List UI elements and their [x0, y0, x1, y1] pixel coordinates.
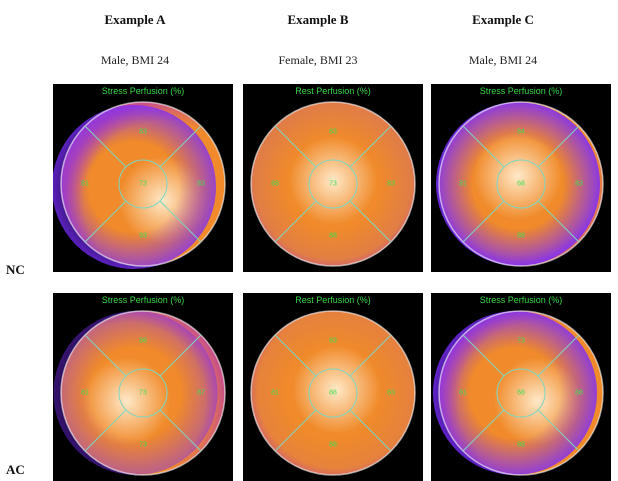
- segment-divider: [349, 125, 392, 168]
- polar-map-graphic: [433, 310, 604, 476]
- panel-title: Stress Perfusion (%): [101, 86, 185, 96]
- segment-label-left: 81: [459, 389, 467, 397]
- disc-outline: [438, 310, 604, 476]
- segment-divider: [462, 409, 505, 452]
- polar-map-nc-b: Rest Perfusion (%) 83 88 88 83 73: [243, 84, 423, 272]
- segment-label-top: 88: [139, 337, 147, 345]
- segment-label-center: 68: [517, 389, 525, 397]
- segment-label-right: 83: [387, 180, 395, 188]
- segment-divider: [159, 200, 202, 243]
- segment-divider: [462, 334, 505, 377]
- segment-divider: [349, 409, 392, 452]
- column-subtitle-c: Male, BMI 24: [468, 53, 538, 67]
- segment-label-left: 81: [459, 180, 467, 188]
- polar-map-ac-c: Stress Perfusion (%) 73 88 81 88 68: [431, 293, 611, 481]
- segment-label-left: 81: [81, 180, 89, 188]
- panel-title: Rest Perfusion (%): [295, 295, 371, 305]
- column-subtitle-a: Male, BMI 24: [100, 53, 170, 67]
- segment-divider: [84, 409, 127, 452]
- polar-map-graphic: [53, 310, 226, 476]
- segment-label-bottom: 88: [517, 441, 525, 449]
- segment-divider: [462, 125, 505, 168]
- segment-label-center: 73: [139, 389, 147, 397]
- segment-divider: [274, 409, 317, 452]
- polar-map-graphic: [53, 101, 226, 269]
- segment-label-left: 81: [81, 389, 89, 397]
- cold-rim: [436, 102, 600, 266]
- segment-label-bottom: 73: [139, 441, 147, 449]
- segment-divider: [349, 200, 392, 243]
- cold-rim: [53, 105, 216, 269]
- segment-label-bottom: 88: [329, 232, 337, 240]
- panel-title: Stress Perfusion (%): [479, 86, 563, 96]
- segment-label-right: 83: [387, 389, 395, 397]
- polar-map-ac-b: Rest Perfusion (%) 83 88 81 83 88: [243, 293, 423, 481]
- segment-divider: [537, 125, 580, 168]
- column-title-a: Example A: [104, 12, 166, 27]
- cold-rim: [433, 311, 597, 475]
- segment-label-center: 88: [329, 389, 337, 397]
- polar-map-graphic: [250, 310, 416, 476]
- segment-label-left: 81: [271, 389, 279, 397]
- row-label-ac: AC: [6, 462, 25, 477]
- segment-divider: [84, 334, 127, 377]
- apex-ring: [308, 368, 358, 418]
- segment-label-top: 83: [329, 128, 337, 136]
- segment-divider: [159, 334, 202, 377]
- segment-label-bottom: 93: [139, 232, 147, 240]
- segment-label-top: 83: [329, 337, 337, 345]
- segment-divider: [159, 409, 202, 452]
- segment-divider: [462, 200, 505, 243]
- segment-label-top: 84: [517, 128, 525, 136]
- disc-outline: [250, 101, 416, 267]
- segment-divider: [537, 409, 580, 452]
- segment-divider: [537, 200, 580, 243]
- segment-divider: [274, 125, 317, 168]
- segment-divider: [274, 334, 317, 377]
- row-label-nc: NC: [6, 262, 25, 277]
- segment-label-center: 68: [517, 180, 525, 188]
- apex-ring: [118, 159, 168, 209]
- segment-label-right: 83: [197, 180, 205, 188]
- panel-title: Rest Perfusion (%): [295, 86, 371, 96]
- segment-label-center: 73: [329, 180, 337, 188]
- polar-map-ac-a: Stress Perfusion (%) 88 73 81 87 73: [53, 293, 233, 481]
- segment-divider: [159, 125, 202, 168]
- polar-map-nc-c: Stress Perfusion (%) 84 88 81 83 68: [431, 84, 611, 272]
- segment-label-bottom: 88: [329, 441, 337, 449]
- apex-ring: [308, 159, 358, 209]
- segment-label-right: 87: [197, 389, 205, 397]
- column-title-b: Example B: [287, 12, 349, 27]
- disc-outline: [60, 310, 226, 476]
- segment-label-left: 88: [271, 180, 279, 188]
- segment-label-top: 83: [139, 128, 147, 136]
- segment-divider: [84, 200, 127, 243]
- panel-title: Stress Perfusion (%): [479, 295, 563, 305]
- segment-divider: [274, 200, 317, 243]
- disc-outline: [250, 310, 416, 476]
- disc-outline: [60, 101, 226, 267]
- segment-label-right: 83: [575, 180, 583, 188]
- apex-ring: [118, 368, 168, 418]
- segment-label-bottom: 88: [517, 232, 525, 240]
- polar-map-graphic: [250, 101, 416, 267]
- apex-ring: [496, 368, 546, 418]
- apex-ring: [496, 159, 546, 209]
- disc-outline: [438, 101, 604, 267]
- cold-rim: [53, 311, 218, 475]
- segment-label-center: 73: [139, 180, 147, 188]
- segment-divider: [84, 125, 127, 168]
- column-title-c: Example C: [472, 12, 534, 27]
- polar-map-nc-a: Stress Perfusion (%) 83 93 81 83 73: [53, 84, 233, 272]
- segment-divider: [349, 334, 392, 377]
- panel-title: Stress Perfusion (%): [101, 295, 185, 305]
- segment-divider: [537, 334, 580, 377]
- segment-label-top: 73: [517, 337, 525, 345]
- segment-label-right: 88: [575, 389, 583, 397]
- column-subtitle-b: Female, BMI 23: [278, 53, 358, 67]
- polar-map-graphic: [436, 101, 604, 267]
